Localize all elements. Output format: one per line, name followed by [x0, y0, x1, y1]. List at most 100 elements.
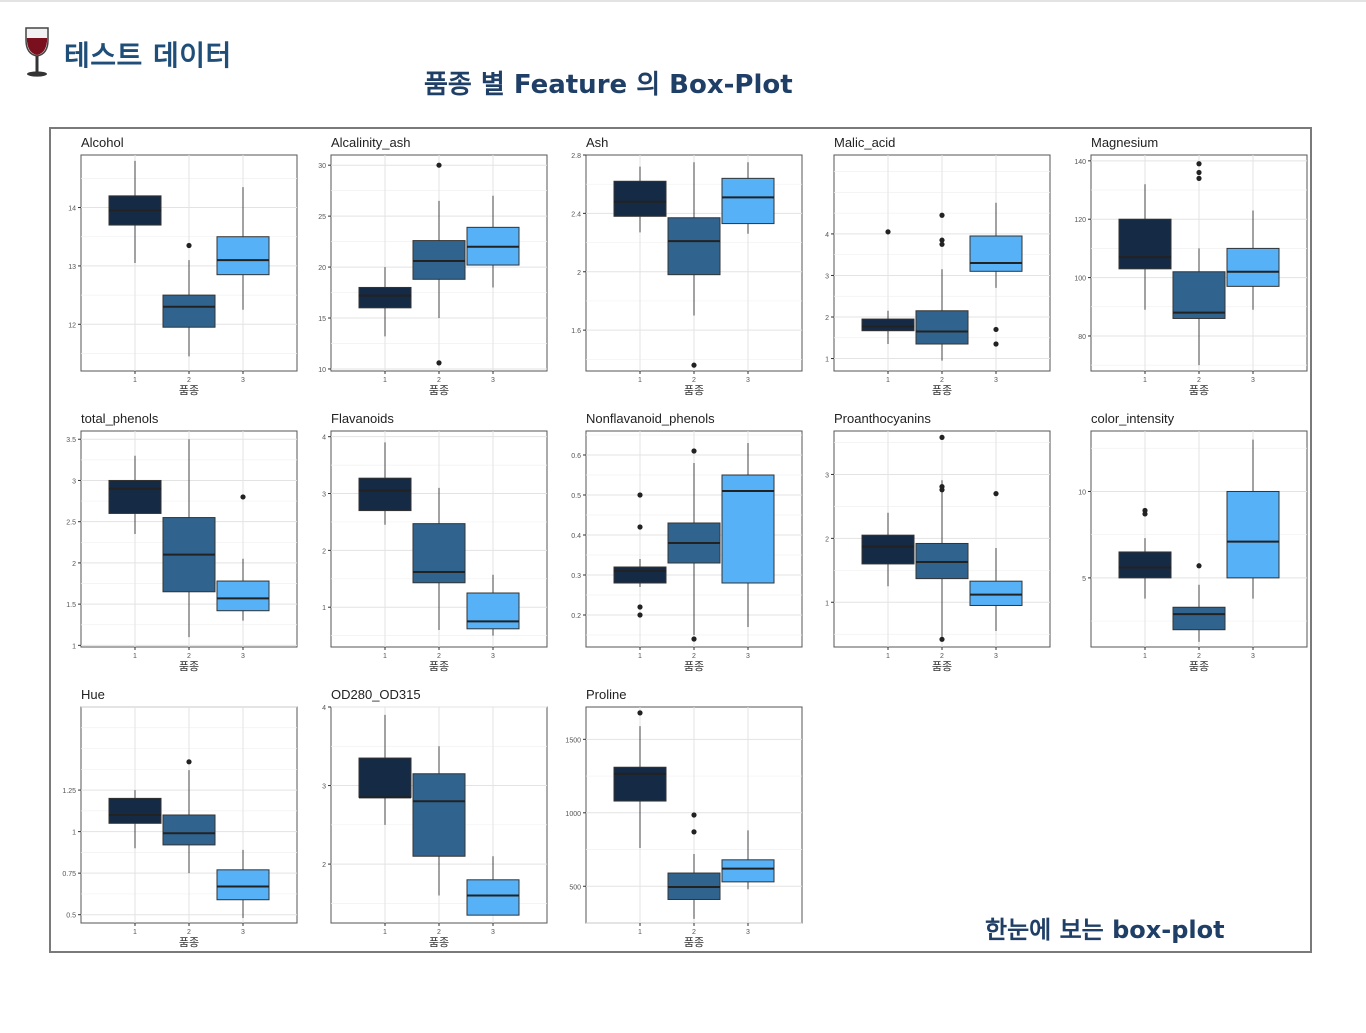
outlier-point — [939, 241, 945, 247]
x-axis-label: 품종 — [429, 660, 449, 673]
x-tick-label: 3 — [491, 377, 495, 384]
outlier-point — [885, 229, 891, 235]
y-tick-label: 5 — [1082, 576, 1086, 583]
x-tick-label: 2 — [187, 929, 191, 936]
boxplot-magnesium: Magnesium 80 100 120 140 1 2 3 품종 — [1074, 135, 1308, 397]
outlier-point — [691, 812, 697, 818]
y-tick-label: 15 — [318, 316, 326, 323]
y-tick-label: 140 — [1074, 159, 1086, 166]
y-tick-label: 0.5 — [66, 913, 76, 920]
x-tick-label: 2 — [692, 377, 696, 384]
x-axis-label: 품종 — [684, 384, 704, 397]
y-tick-label: 1500 — [565, 737, 581, 744]
x-tick-label: 1 — [133, 377, 137, 384]
x-tick-label: 2 — [1197, 653, 1201, 660]
outlier-point — [691, 636, 697, 642]
box-group-3 — [466, 879, 520, 916]
x-tick-label: 3 — [746, 377, 750, 384]
facet-title: Flavanoids — [331, 411, 394, 426]
boxplot-color_intensity: color_intensity 5 10 1 2 3 품종 — [1078, 411, 1308, 673]
x-tick-label: 2 — [940, 377, 944, 384]
y-tick-label: 2.5 — [66, 520, 76, 527]
boxplot-proline: Proline 500 1000 1500 1 2 3 품종 — [565, 687, 803, 949]
y-tick-label: 2 — [577, 270, 581, 277]
facet-title: Malic_acid — [834, 135, 895, 150]
x-tick-label: 2 — [692, 653, 696, 660]
y-tick-label: 0.5 — [571, 493, 581, 500]
box-group-3 — [1226, 247, 1280, 287]
x-tick-label: 2 — [187, 377, 191, 384]
x-axis-label: 품종 — [684, 936, 704, 949]
boxplot-ash: Ash 1.6 2 2.4 2.8 1 2 3 품종 — [571, 135, 803, 397]
x-tick-label: 1 — [638, 929, 642, 936]
facet-title: OD280_OD315 — [331, 687, 421, 702]
box-group-1 — [613, 566, 667, 584]
outlier-point — [637, 710, 643, 716]
x-tick-label: 1 — [133, 653, 137, 660]
y-tick-label: 3 — [825, 472, 829, 479]
facet-title: Alcalinity_ash — [331, 135, 411, 150]
boxplot-nonflavanoid_phenols: Nonflavanoid_phenols 0.2 0.3 0.4 0.5 0.6 1 2 3 품종 — [571, 411, 803, 673]
x-tick-label: 2 — [437, 653, 441, 660]
box-group-2 — [915, 310, 969, 345]
facet-title: color_intensity — [1091, 411, 1175, 426]
outlier-point — [1196, 175, 1202, 181]
facet-title: Nonflavanoid_phenols — [586, 411, 715, 426]
box-group-2 — [412, 523, 466, 584]
page-title: 테스트 데이터 — [64, 39, 232, 72]
y-tick-label: 10 — [1078, 489, 1086, 496]
x-axis-label: 품종 — [179, 660, 199, 673]
outlier-point — [993, 491, 999, 497]
x-axis-label: 품종 — [429, 936, 449, 949]
box-group-1 — [358, 477, 412, 512]
y-tick-label: 2 — [825, 315, 829, 322]
y-tick-label: 4 — [322, 705, 326, 712]
boxplot-panel: Alcohol 12 13 14 1 2 3 품종 Alcalinity_ash 10 15 20 25… — [49, 127, 1312, 953]
outlier-point — [637, 604, 643, 610]
caption-text: 한눈에 보는 box-plot — [985, 916, 1225, 944]
box-group-3 — [216, 869, 270, 901]
y-tick-label: 2 — [72, 561, 76, 568]
outlier-point — [939, 487, 945, 493]
x-tick-label: 3 — [241, 653, 245, 660]
x-tick-label: 2 — [437, 929, 441, 936]
box-group-1 — [108, 479, 162, 514]
y-tick-label: 3 — [322, 784, 326, 791]
y-tick-label: 1.5 — [66, 602, 76, 609]
box-group-3 — [216, 236, 270, 276]
y-tick-label: 1.6 — [571, 328, 581, 335]
x-tick-label: 1 — [383, 653, 387, 660]
x-axis-label: 품종 — [179, 936, 199, 949]
y-tick-label: 4 — [825, 232, 829, 239]
outlier-point — [186, 759, 192, 765]
y-tick-label: 0.75 — [62, 871, 76, 878]
outlier-point — [691, 829, 697, 835]
y-tick-label: 30 — [318, 163, 326, 170]
y-tick-label: 80 — [1078, 334, 1086, 341]
y-tick-label: 0.4 — [571, 533, 581, 540]
x-tick-label: 1 — [1143, 653, 1147, 660]
x-axis-label: 품종 — [179, 384, 199, 397]
outlier-point — [939, 636, 945, 642]
x-tick-label: 3 — [1251, 653, 1255, 660]
y-tick-label: 3 — [72, 478, 76, 485]
y-tick-label: 1 — [72, 643, 76, 650]
y-tick-label: 1 — [825, 600, 829, 607]
x-tick-label: 2 — [692, 929, 696, 936]
facet-title: Alcohol — [81, 135, 124, 150]
x-axis-label: 품종 — [1189, 660, 1209, 673]
y-tick-label: 2 — [825, 536, 829, 543]
y-tick-label: 3 — [322, 492, 326, 499]
box-group-1 — [861, 318, 915, 332]
box-group-1 — [861, 534, 915, 565]
y-tick-label: 3 — [825, 273, 829, 280]
box-group-3 — [969, 580, 1023, 606]
boxplot-flavanoids: Flavanoids 1 2 3 4 1 2 3 품종 — [322, 411, 548, 673]
y-tick-label: 1000 — [565, 811, 581, 818]
box-group-2 — [162, 294, 216, 328]
boxplot-od280_od315: OD280_OD315 2 3 4 1 2 3 품종 — [322, 687, 548, 949]
facet-title: Hue — [81, 687, 105, 702]
box-group-3 — [721, 474, 775, 584]
box-group-1 — [1118, 551, 1172, 579]
